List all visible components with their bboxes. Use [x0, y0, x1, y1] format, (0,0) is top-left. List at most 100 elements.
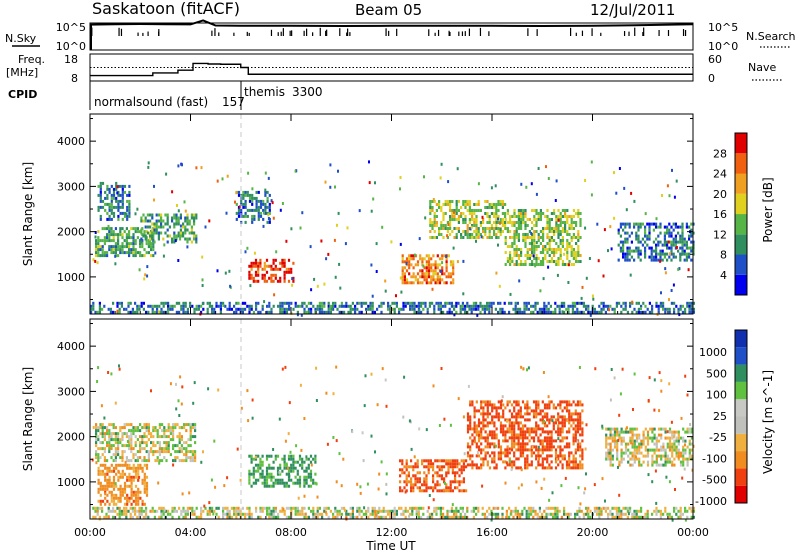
- power-cell: [444, 301, 447, 305]
- velocity-cell: [567, 515, 570, 519]
- power-cell: [263, 300, 266, 304]
- power-cell: [412, 275, 415, 279]
- velocity-cell: [447, 471, 450, 475]
- power-cell: [264, 193, 267, 197]
- power-cell: [358, 301, 361, 305]
- velocity-cell: [174, 426, 177, 430]
- power-cell: [576, 310, 579, 314]
- velocity-cell: [112, 481, 116, 485]
- power-cell: [582, 301, 585, 305]
- velocity-cell: [172, 432, 175, 436]
- power-cell: [526, 257, 529, 260]
- freq-tick-bottom: 8: [71, 72, 78, 85]
- power-cell: [99, 184, 102, 188]
- power-cell: [619, 234, 622, 238]
- cpid-mode-2-name: themis: [244, 85, 285, 99]
- velocity-cell: [524, 460, 527, 464]
- power-cell: [356, 301, 359, 305]
- velocity-cell: [263, 478, 266, 482]
- power-cell: [533, 215, 536, 218]
- power-cell: [307, 301, 310, 305]
- velocity-cell: [576, 445, 580, 449]
- power-cell: [272, 267, 275, 271]
- velocity-cell: [150, 441, 153, 445]
- power-cell: [115, 199, 118, 203]
- velocity-cell: [316, 515, 319, 519]
- velocity-cell: [510, 448, 514, 452]
- velocity-cell: [136, 456, 139, 460]
- velocity-cell: [173, 509, 176, 513]
- power-cell: [509, 245, 512, 248]
- velocity-cell: [136, 459, 139, 463]
- power-cell: [265, 279, 269, 283]
- velocity-cell: [301, 457, 304, 461]
- power-cell: [296, 313, 299, 317]
- velocity-cell: [134, 496, 138, 500]
- power-cell: [664, 307, 667, 311]
- velocity-cell: [404, 515, 407, 519]
- power-cell: [147, 161, 150, 165]
- velocity-cell: [233, 506, 236, 510]
- power-cell: [506, 230, 509, 233]
- power-cell: [546, 227, 549, 230]
- velocity-cell: [132, 432, 135, 436]
- power-cell: [190, 240, 193, 244]
- velocity-cell: [561, 415, 564, 419]
- power-cell: [559, 233, 562, 236]
- velocity-cell: [624, 445, 628, 449]
- power-cell: [561, 242, 564, 245]
- velocity-cell: [517, 439, 520, 443]
- power-cell: [155, 228, 158, 232]
- velocity-cell: [534, 509, 537, 513]
- velocity-cell: [208, 509, 211, 513]
- velocity-cell: [425, 477, 428, 481]
- velocity-cell: [211, 509, 214, 513]
- power-cell: [557, 227, 560, 230]
- velocity-cell: [110, 469, 113, 473]
- velocity-cell: [439, 515, 442, 519]
- power-cell: [462, 292, 465, 296]
- power-cell: [626, 231, 629, 235]
- power-cell: [675, 304, 678, 308]
- velocity-cell: [259, 463, 262, 467]
- power-cell: [667, 240, 670, 244]
- velocity-cell: [486, 412, 489, 416]
- velocity-cell: [495, 406, 498, 410]
- power-cell: [455, 206, 458, 209]
- velocity-cell: [402, 509, 405, 513]
- power-cell: [237, 211, 241, 215]
- power-cell: [570, 239, 573, 242]
- power-cell: [473, 218, 476, 221]
- velocity-cell: [513, 400, 516, 404]
- power-cell: [471, 209, 474, 212]
- velocity-cell: [543, 436, 547, 440]
- power-cell: [446, 203, 449, 206]
- velocity-cell: [305, 481, 308, 485]
- power-cell: [182, 234, 185, 238]
- velocity-cell: [659, 512, 662, 516]
- velocity-cell: [252, 475, 255, 479]
- power-cell: [266, 199, 269, 203]
- power-cell: [475, 301, 478, 305]
- velocity-cell: [112, 493, 116, 497]
- power-cell: [99, 239, 102, 243]
- velocity-cell: [570, 460, 573, 464]
- velocity-cell: [128, 438, 131, 442]
- power-cell: [574, 301, 577, 305]
- velocity-cell: [565, 463, 569, 467]
- velocity-cell: [336, 512, 339, 516]
- power-cell: [228, 269, 231, 273]
- power-cell: [501, 307, 504, 311]
- power-colorbar-tick-label: 4: [720, 269, 727, 282]
- velocity-cell: [431, 515, 434, 519]
- velocity-cell: [581, 409, 584, 413]
- power-cell: [446, 221, 449, 224]
- power-cell: [104, 208, 107, 212]
- power-cell: [436, 281, 439, 285]
- velocity-cell: [151, 506, 154, 510]
- power-cell: [557, 224, 560, 227]
- power-cell: [685, 252, 688, 256]
- power-cell: [237, 301, 240, 305]
- velocity-cell: [570, 412, 573, 416]
- velocity-cell: [576, 412, 580, 416]
